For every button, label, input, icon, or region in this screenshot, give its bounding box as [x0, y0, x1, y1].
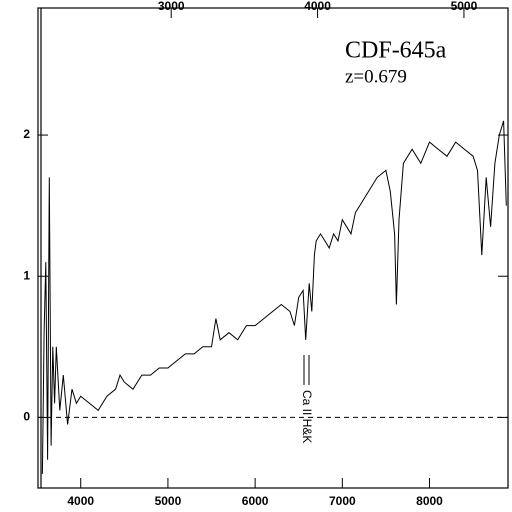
x2-tick-label: 4000	[304, 0, 331, 13]
x-tick-label: 4000	[67, 494, 94, 508]
x2-tick-label: 5000	[451, 0, 478, 13]
x2-tick-label: 3000	[158, 0, 185, 13]
x-tick-label: 6000	[242, 494, 269, 508]
y-tick-label: 1	[23, 268, 30, 282]
chart-subtitle: z=0.679	[345, 66, 407, 87]
y-tick-label: 2	[23, 127, 30, 141]
chart-title: CDF-645a	[345, 38, 447, 64]
x-tick-label: 7000	[329, 494, 356, 508]
x-tick-label: 5000	[155, 494, 182, 508]
y-tick-label: 0	[23, 410, 30, 424]
plot-frame	[37, 7, 509, 489]
x-tick-label: 8000	[416, 494, 443, 508]
annotation: Ca II H&K	[300, 390, 314, 443]
spectrum-line	[41, 120, 507, 474]
